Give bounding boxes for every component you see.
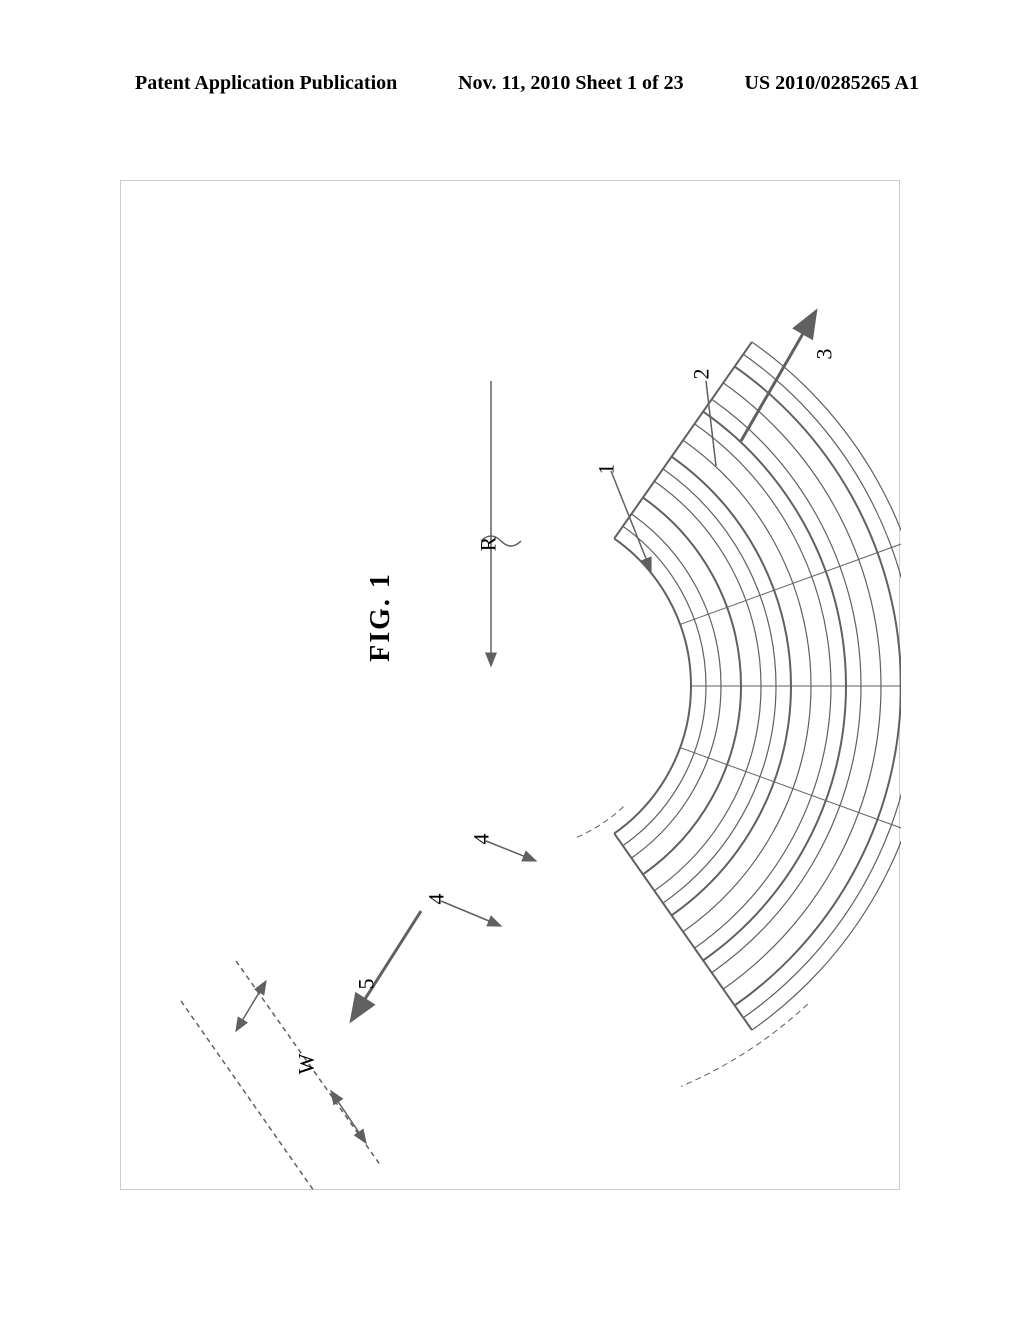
figure-panel: FIG. 1 R 1 2 3 4 4 5 W <box>120 180 900 1190</box>
ref-1: 1 <box>594 464 620 475</box>
figure-label: FIG. 1 <box>365 572 397 662</box>
header-right: US 2010/0285265 A1 <box>745 72 919 95</box>
ref-4b: 4 <box>424 894 450 905</box>
ref-3: 3 <box>812 349 838 360</box>
ref-2: 2 <box>689 369 715 380</box>
header-center: Nov. 11, 2010 Sheet 1 of 23 <box>458 72 684 95</box>
ref-5: 5 <box>354 979 380 990</box>
ref-R: R <box>475 537 501 552</box>
figure-drawing <box>121 181 901 1191</box>
ref-W: W <box>293 1054 319 1075</box>
header-left: Patent Application Publication <box>135 72 397 95</box>
ref-4a: 4 <box>469 834 495 845</box>
